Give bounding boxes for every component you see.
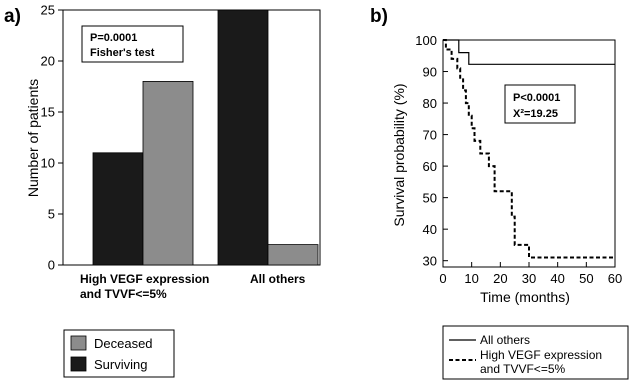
panel-a-y-axis-title: Number of patients [25, 79, 41, 197]
panel-b-x-tick-label: 0 [439, 271, 446, 286]
panel-b-y-tick-label: 50 [423, 191, 437, 206]
panel-b-x-tick-label: 20 [493, 271, 507, 286]
panel-b-stat-box: P<0.0001 X²=19.25 [504, 84, 576, 124]
panel-a-y-tick-label: 10 [41, 156, 55, 171]
curve-high-vegf [443, 39, 615, 259]
legend-label-high-vegf-line2: and TVVF<=5% [480, 362, 565, 376]
panel-a-test-name: Fisher's test [90, 47, 155, 59]
panel-a-category-label: High VEGF expression [80, 272, 209, 286]
panel-b-x-tick-label: 30 [522, 271, 536, 286]
panel-b-legend-frame [442, 325, 629, 380]
panel-b-x-axis: 0 10 20 30 40 50 60 [439, 262, 622, 286]
bar-deceased-2 [267, 244, 319, 266]
panel-b-x-axis-title: Time (months) [480, 289, 570, 305]
bar-surviving-2 [217, 9, 269, 266]
panel-b-y-axis: 30 40 50 60 70 80 90 100 [415, 33, 448, 269]
panel-b-legend: All others High VEGF expression and TVVF… [442, 325, 629, 380]
legend-label-deceased: Deceased [94, 336, 153, 351]
panel-a-y-tick-label: 25 [41, 3, 55, 18]
panel-b-stat-box-frame [504, 84, 576, 124]
bar-surviving-1 [92, 152, 144, 266]
panel-b-x-tick-label: 60 [608, 271, 622, 286]
panel-a-category-label: and TVVF<=5% [80, 287, 167, 301]
panel-a-category-label: All others [250, 272, 306, 286]
panel-a-label: a) [4, 6, 21, 27]
panel-a-legend: Deceased Surviving [63, 329, 175, 378]
panel-b-x-tick-label: 10 [464, 271, 478, 286]
panel-b-y-tick-label: 80 [423, 96, 437, 111]
panel-a-y-tick-label: 15 [41, 105, 55, 120]
panel-b-x-tick-label: 40 [550, 271, 564, 286]
panel-a-y-axis: 0 5 10 15 20 25 [41, 3, 63, 273]
panel-b-x-tick-label: 50 [579, 271, 593, 286]
panel-b-y-tick-label: 30 [423, 254, 437, 269]
panel-a-y-tick-label: 5 [48, 207, 55, 222]
panel-b-y-tick-label: 60 [423, 159, 437, 174]
legend-label-all-others: All others [480, 333, 530, 347]
panel-b-y-tick-label: 90 [423, 65, 437, 80]
legend-label-high-vegf-line1: High VEGF expression [480, 348, 602, 362]
curve-all-others [443, 39, 615, 65]
panel-b-y-axis-title: Survival probability (%) [391, 83, 407, 226]
panel-a-y-tick-label: 20 [41, 54, 55, 69]
panel-b-y-tick-label: 100 [415, 33, 437, 48]
panel-a-bars [92, 9, 319, 266]
panel-b-chi-square: X²=19.25 [513, 108, 558, 120]
panel-a-stat-box: P=0.0001 Fisher's test [81, 25, 184, 63]
legend-label-surviving: Surviving [94, 357, 147, 372]
panel-b-label: b) [370, 6, 388, 27]
panel-a-stat-box-frame [81, 25, 184, 63]
legend-swatch-surviving [70, 356, 87, 372]
panel-b-survival-curves [443, 39, 615, 259]
panel-a-p-value: P=0.0001 [90, 32, 137, 44]
panel-b: b) 30 40 50 60 70 80 90 100 0 10 20 30 40 50 60 Survi… [370, 6, 629, 380]
panel-b-p-value: P<0.0001 [513, 92, 560, 104]
panel-a: a) 0 5 10 15 20 25 Number of patients High VE… [4, 3, 321, 378]
panel-b-plot-frame [442, 39, 616, 268]
panel-b-y-tick-label: 70 [423, 128, 437, 143]
legend-swatch-deceased [70, 335, 87, 351]
panel-a-y-tick-label: 0 [48, 258, 55, 273]
panel-b-y-tick-label: 40 [423, 222, 437, 237]
bar-deceased-1 [142, 81, 194, 266]
